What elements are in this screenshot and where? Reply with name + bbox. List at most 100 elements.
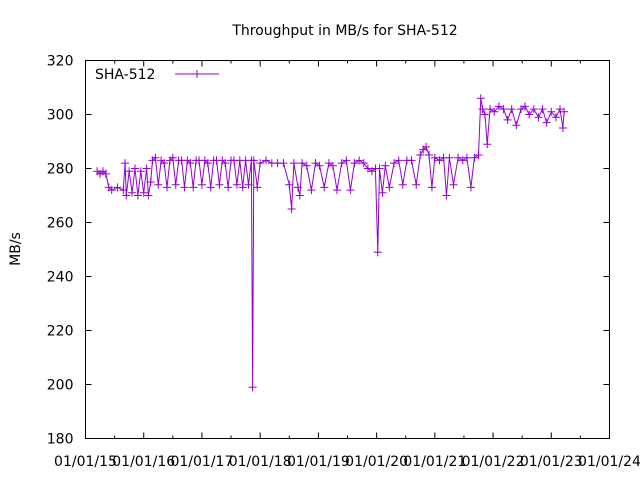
data-point-marker (512, 121, 521, 130)
data-point-marker (287, 205, 296, 213)
data-point-marker (107, 186, 116, 195)
data-point-marker (253, 183, 262, 192)
plot-border (85, 60, 610, 439)
data-point-marker (480, 110, 489, 119)
data-point-marker (442, 191, 451, 200)
y-tick-label: 260 (47, 216, 74, 232)
data-point-marker (483, 140, 492, 149)
data-point-marker (412, 180, 421, 189)
data-point-marker (121, 159, 130, 168)
data-point-marker (558, 124, 567, 132)
x-tick-label: 01/01/17 (170, 454, 233, 470)
data-point-marker (328, 161, 337, 170)
data-point-marker (113, 183, 122, 192)
data-point-marker (249, 156, 258, 165)
chart-title: Throughput in MB/s for SHA-512 (231, 23, 457, 39)
data-point-marker (144, 191, 153, 200)
data-point-marker (342, 156, 351, 165)
data-point-marker (324, 159, 333, 168)
y-tick-label: 280 (47, 162, 74, 178)
legend-marker (193, 70, 201, 78)
data-point-marker (470, 153, 479, 162)
data-point-marker (180, 183, 189, 192)
data-point-marker (122, 191, 131, 200)
data-point-marker (298, 159, 307, 168)
data-point-marker (385, 183, 394, 192)
data-point-marker (203, 159, 212, 168)
data-point-marker (307, 186, 316, 195)
data-point-marker (499, 105, 508, 114)
data-point-marker (238, 183, 247, 192)
data-point-marker (416, 151, 425, 159)
data-point-marker (375, 164, 384, 173)
data-point-marker (462, 153, 471, 162)
data-point-marker (350, 159, 359, 168)
data-point-marker (163, 183, 172, 192)
data-point-marker (248, 383, 257, 392)
data-point-marker (422, 142, 431, 151)
data-point-marker (279, 159, 288, 168)
legend: SHA-512 (95, 67, 219, 83)
data-point-marker (394, 156, 403, 165)
data-point-marker (215, 180, 224, 189)
data-point-marker (445, 153, 454, 162)
data-point-marker (430, 153, 439, 162)
x-tick-label: 01/01/15 (54, 454, 117, 470)
legend-label: SHA-512 (95, 67, 155, 83)
data-point-marker (130, 164, 139, 173)
data-point-marker (427, 183, 436, 192)
data-point-marker (160, 159, 169, 168)
data-point-marker (289, 159, 298, 168)
data-point-marker (142, 164, 151, 173)
data-point-marker (378, 188, 387, 197)
data-point-marker (125, 167, 134, 176)
data-point-marker (556, 105, 565, 114)
x-tick-label: 01/01/23 (520, 454, 583, 470)
data-point-marker (458, 156, 467, 165)
data-point-marker (256, 159, 265, 168)
data-point-marker (435, 156, 444, 165)
data-point-marker (285, 180, 294, 189)
data-point-marker (542, 118, 551, 127)
data-point-marker (521, 102, 530, 111)
data-point-marker (294, 183, 303, 192)
y-tick-label: 220 (47, 324, 74, 340)
data-point-marker (346, 186, 355, 195)
data-point-marker (551, 113, 560, 122)
data-point-marker (355, 156, 364, 165)
data-point-marker (146, 178, 155, 186)
data-point-marker (295, 191, 304, 200)
y-tick-label: 240 (47, 270, 74, 286)
data-point-marker (311, 159, 320, 168)
x-tick-label: 01/01/22 (462, 454, 525, 470)
data-point-marker (206, 183, 215, 192)
data-point-marker (128, 188, 137, 197)
data-point-marker (398, 180, 407, 189)
data-point-marker (119, 186, 128, 195)
data-point-marker (320, 183, 329, 192)
data-point-marker (224, 183, 233, 192)
x-tick-label: 01/01/16 (112, 454, 175, 470)
y-tick-label: 300 (47, 108, 74, 124)
data-point-marker (315, 161, 324, 170)
data-point-marker (525, 110, 534, 119)
data-point-marker (390, 159, 399, 168)
data-point-marker (507, 105, 516, 114)
series-line (96, 98, 565, 388)
data-point-marker (151, 153, 160, 162)
data-point-marker (503, 115, 512, 124)
data-point-marker (232, 180, 241, 189)
data-point-marker (261, 156, 270, 165)
data-point-marker (133, 191, 142, 200)
data-point-marker (197, 180, 206, 189)
data-point-marker (478, 105, 487, 114)
data-point-marker (186, 159, 195, 168)
data-point-marker (359, 159, 368, 168)
data-point-marker (333, 186, 342, 195)
y-tick-label: 200 (47, 378, 74, 394)
x-tick-label: 01/01/20 (345, 454, 408, 470)
y-tick-label: 180 (47, 432, 74, 448)
data-point-marker (517, 105, 526, 114)
